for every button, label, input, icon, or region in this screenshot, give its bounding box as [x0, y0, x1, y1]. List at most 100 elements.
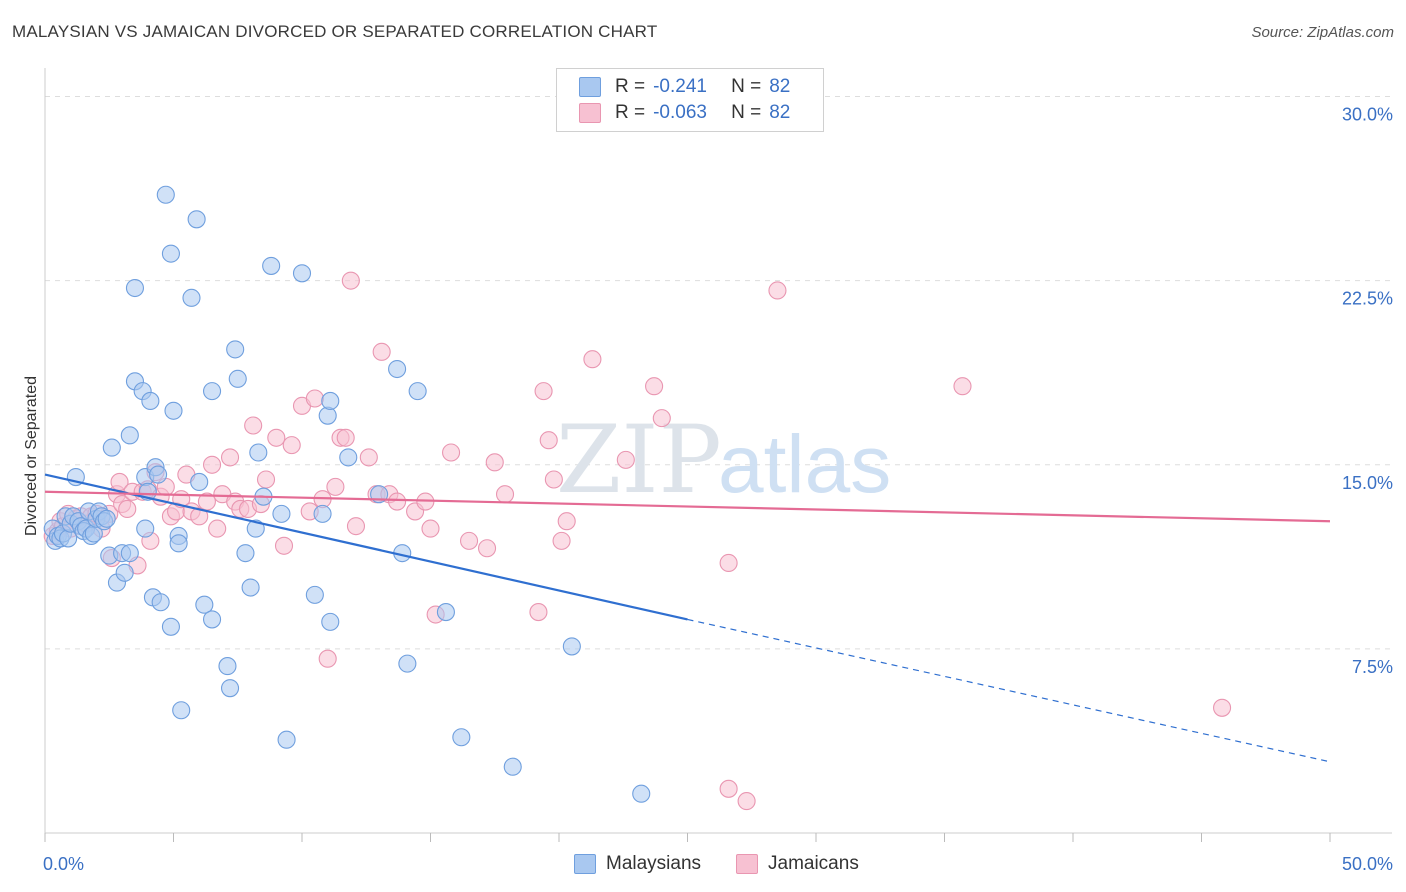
- malaysian-point: [408, 382, 427, 401]
- malaysian-point: [562, 637, 581, 656]
- watermark-atlas: atlas: [718, 419, 891, 510]
- watermark-zip: ZIP: [556, 406, 722, 515]
- jamaican-points: [43, 271, 1232, 811]
- jamaican-point: [719, 779, 738, 798]
- malaysian-point: [292, 264, 312, 283]
- malaysian-point: [149, 465, 168, 484]
- jamaican-point: [118, 499, 137, 519]
- legend-box: R = -0.241 N = 82 R = -0.063 N = 82: [556, 68, 824, 132]
- malaysian-point: [277, 730, 296, 749]
- axes: [44, 68, 1392, 842]
- malaysian-point: [161, 617, 180, 636]
- jamaican-point: [953, 377, 972, 396]
- malaysian-point: [321, 391, 340, 410]
- malaysian-point: [125, 278, 144, 298]
- jamaican-point: [341, 271, 360, 290]
- malaysian-points: [43, 185, 651, 803]
- malaysian-point: [190, 472, 209, 492]
- legend-row-jamaican: R = -0.063 N = 82: [579, 100, 790, 126]
- malaysian-point: [151, 593, 170, 612]
- r-value: -0.063: [653, 102, 707, 123]
- malaysian-point: [246, 519, 265, 538]
- malaysian-point: [632, 784, 651, 803]
- y-tick-label: 15.0%: [1342, 473, 1393, 493]
- jamaican-point: [737, 792, 756, 811]
- malaysian-point: [388, 359, 407, 379]
- jamaican-legend-swatch: [736, 854, 758, 874]
- jamaican-point: [645, 377, 664, 396]
- malaysian-point: [218, 657, 237, 676]
- r-value: -0.241: [653, 76, 707, 97]
- source-label: Source: ZipAtlas.com: [1251, 24, 1394, 41]
- malaysian-point: [321, 612, 340, 631]
- y-axis-label: Divorced or Separated: [23, 376, 40, 536]
- malaysian-point: [339, 448, 358, 467]
- malaysian-legend-swatch: [574, 854, 596, 874]
- jamaican-point: [652, 409, 671, 428]
- malaysian-point: [241, 578, 260, 597]
- n-label: N =: [731, 76, 762, 97]
- malaysian-point: [452, 728, 471, 747]
- tick-labels: 7.5% 15.0% 22.5% 30.0% 0.0% 50.0%: [43, 105, 1393, 874]
- malaysian-point: [182, 288, 201, 307]
- malaysian-point: [115, 563, 134, 582]
- malaysian-point: [120, 426, 139, 445]
- jamaican-point: [583, 350, 602, 369]
- jamaican-point: [539, 431, 558, 450]
- jamaican-point: [208, 519, 227, 538]
- watermark: ZIP atlas: [556, 406, 891, 515]
- malaysian-point: [141, 391, 160, 410]
- malaysian-point: [59, 529, 78, 548]
- jamaican-point: [495, 485, 515, 504]
- jamaican-point: [190, 507, 209, 526]
- malaysian-trend-line: [44, 473, 688, 621]
- malaysian-point: [195, 595, 214, 614]
- malaysian-point: [226, 340, 245, 359]
- malaysian-point: [97, 509, 116, 528]
- malaysian-point: [436, 603, 455, 622]
- malaysian-point: [262, 256, 281, 275]
- jamaican-point: [336, 428, 355, 447]
- malaysian-point: [228, 369, 247, 388]
- n-value: 82: [769, 102, 791, 123]
- jamaican-point: [372, 342, 391, 361]
- malaysian-point: [318, 406, 337, 425]
- x-tick-label: 50.0%: [1342, 854, 1393, 874]
- r-label: R =: [615, 102, 646, 123]
- n-value: 82: [769, 76, 791, 97]
- bottom-legend-jamaicans: Jamaicans: [736, 852, 859, 876]
- jamaican-point: [442, 443, 461, 462]
- malaysian-point: [156, 185, 175, 204]
- jamaican-point: [256, 470, 276, 489]
- grid-lines: [45, 96, 1392, 650]
- jamaican-point: [544, 470, 563, 489]
- malaysian-point: [203, 610, 222, 629]
- jamaican-point: [346, 517, 366, 536]
- bottom-legend-malaysians: Malaysians: [574, 852, 701, 876]
- malaysian-point: [503, 757, 522, 776]
- malaysian-point: [164, 401, 183, 420]
- malaysian-point: [305, 585, 324, 604]
- jamaican-point: [485, 453, 504, 472]
- y-tick-label: 30.0%: [1342, 105, 1393, 125]
- jamaican-point: [534, 382, 553, 401]
- jamaican-point: [616, 450, 635, 469]
- malaysian-legend-label: Malaysians: [606, 853, 702, 874]
- trend-lines: [44, 473, 1331, 763]
- y-tick-label: 22.5%: [1342, 289, 1393, 309]
- r-label: R =: [615, 76, 646, 97]
- jamaican-point: [318, 649, 337, 668]
- jamaican-point: [459, 531, 479, 550]
- malaysian-point: [398, 654, 417, 673]
- y-tick-label: 7.5%: [1352, 657, 1393, 677]
- malaysian-point: [120, 544, 139, 563]
- legend-row-malaysian: R = -0.241 N = 82: [579, 74, 790, 100]
- malaysian-point: [220, 679, 240, 698]
- malaysian-point: [313, 504, 332, 523]
- jamaican-swatch: [579, 103, 601, 123]
- jamaican-point: [529, 603, 548, 622]
- jamaican-point: [359, 448, 378, 467]
- jamaican-point: [421, 519, 440, 538]
- jamaican-point: [244, 416, 263, 435]
